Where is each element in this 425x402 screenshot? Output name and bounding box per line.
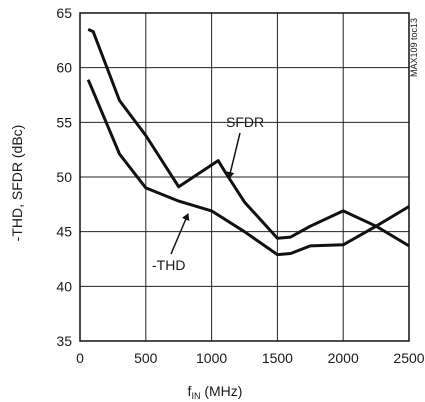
thd-label-leader (170, 213, 190, 255)
y-tick-label: 40 (56, 278, 72, 294)
x-tick-label: 2000 (328, 350, 359, 366)
x-tick-label: 1000 (196, 350, 227, 366)
x-tick-label: 2500 (393, 350, 424, 366)
figure-id-watermark: MAX109 toc13 (409, 18, 419, 77)
y-tick-label: 35 (56, 333, 72, 349)
series-line-sfdr (87, 28, 410, 248)
y-axis-label: -THD, SFDR (dBc) (9, 125, 25, 242)
series-lines (86, 28, 410, 257)
series-label-sfdr: SFDR (226, 114, 264, 130)
x-axis-label: fIN (MHz) (188, 383, 243, 401)
y-tick-labels: 35 40 45 50 55 60 65 (56, 5, 72, 349)
series-line-thd (86, 79, 410, 257)
series-label-thd: -THD (152, 257, 185, 273)
y-tick-label: 55 (56, 114, 72, 130)
y-tick-label: 50 (56, 169, 72, 185)
x-tick-labels: 0 500 1000 1500 2000 2500 (76, 350, 425, 366)
x-tick-label: 1500 (262, 350, 293, 366)
y-tick-label: 65 (56, 5, 72, 21)
plot-frame (79, 12, 410, 342)
y-tick-label: 60 (56, 60, 72, 76)
y-tick-label: 45 (56, 224, 72, 240)
grid (79, 12, 410, 342)
x-tick-label: 0 (76, 350, 84, 366)
x-tick-label: 500 (134, 350, 158, 366)
sfdr-label-leader (226, 132, 241, 179)
